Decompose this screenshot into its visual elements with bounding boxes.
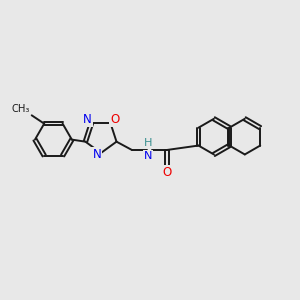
Text: N: N	[92, 148, 101, 161]
Text: N: N	[83, 113, 92, 126]
Text: N: N	[144, 151, 152, 161]
Text: CH₃: CH₃	[12, 103, 30, 113]
Text: O: O	[162, 166, 171, 179]
Text: H: H	[144, 138, 152, 148]
Text: O: O	[110, 113, 119, 126]
